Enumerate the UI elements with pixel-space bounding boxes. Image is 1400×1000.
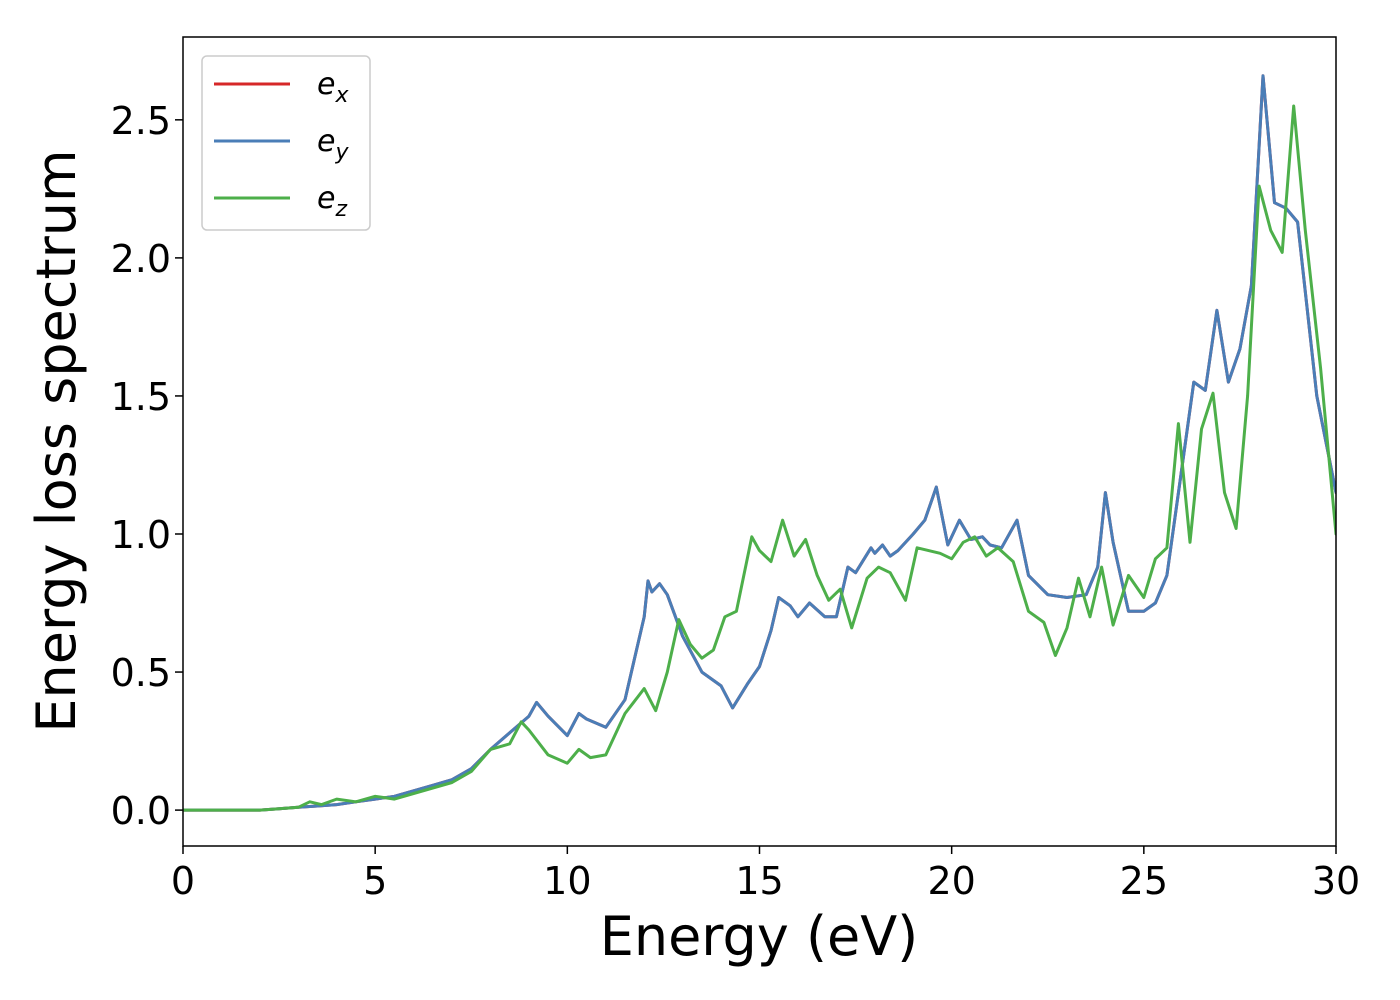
x-tick-label: 25: [1120, 859, 1168, 903]
series-line-z: [183, 104, 1336, 812]
y-tick-label: 1.5: [111, 375, 171, 419]
x-tick-label: 30: [1312, 859, 1360, 903]
y-tick-label: 0.0: [111, 789, 171, 833]
legend-label-x: ex: [317, 67, 349, 108]
x-tick-label: 20: [927, 859, 975, 903]
legend-box: [201, 55, 371, 231]
x-tick-label: 0: [171, 859, 195, 903]
x-tick-label: 10: [543, 859, 591, 903]
y-tick-label: 0.5: [111, 651, 171, 695]
y-tick-label: 2.0: [111, 237, 171, 281]
y-axis-ticks: 0.0 0.5 1.0 1.5 2.0 2.5: [111, 99, 183, 833]
x-tick-label: 15: [735, 859, 783, 903]
y-axis-label: Energy loss spectrum: [25, 149, 88, 732]
x-axis-label: Energy (eV): [600, 905, 919, 968]
legend-label-y: ey: [317, 124, 349, 165]
x-tick-label: 5: [363, 859, 387, 903]
y-tick-label: 1.0: [111, 513, 171, 557]
x-axis-ticks: 0 5 10 15 20 25 30: [171, 846, 1360, 903]
y-tick-label: 2.5: [111, 99, 171, 143]
legend-label-z: ez: [317, 181, 347, 222]
legend: ex ey ez: [201, 55, 371, 231]
